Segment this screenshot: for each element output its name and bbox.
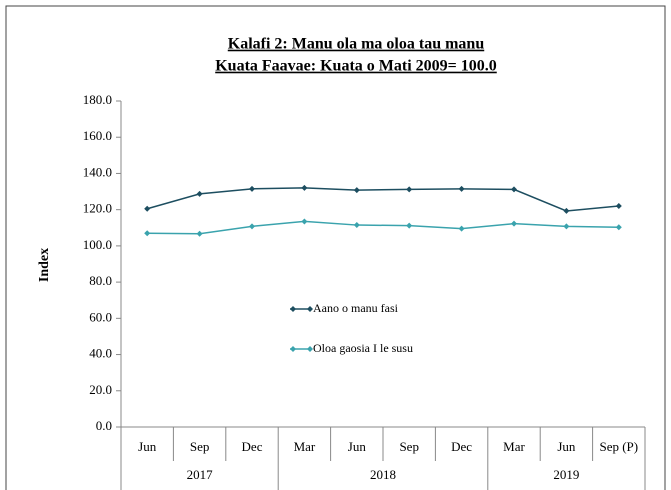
data-point bbox=[301, 218, 308, 225]
y-tick-label: 120.0 bbox=[83, 201, 112, 216]
chart-border bbox=[5, 5, 666, 490]
y-tick-label: 80.0 bbox=[89, 273, 112, 288]
data-point bbox=[249, 185, 255, 192]
y-axis-label: Index bbox=[37, 248, 52, 282]
data-point bbox=[353, 222, 360, 229]
x-tick-label: Sep bbox=[190, 439, 210, 454]
x-tick-label: Dec bbox=[451, 439, 472, 454]
y-tick-label: 160.0 bbox=[83, 128, 112, 143]
data-point bbox=[406, 222, 413, 229]
data-point bbox=[458, 185, 465, 192]
legend-marker bbox=[307, 346, 313, 352]
data-point bbox=[511, 220, 517, 227]
y-tick-label: 60.0 bbox=[89, 309, 112, 324]
y-tick-label: 0.0 bbox=[96, 418, 112, 433]
data-point bbox=[196, 230, 203, 237]
data-point bbox=[144, 205, 151, 212]
data-point bbox=[563, 207, 570, 214]
x-group-label: 2019 bbox=[553, 467, 579, 482]
legend-label: Aano o manu fasi bbox=[313, 301, 399, 315]
x-tick-label: Sep (P) bbox=[599, 439, 638, 454]
x-tick-label: Jun bbox=[348, 439, 367, 454]
x-tick-label: Mar bbox=[503, 439, 525, 454]
series-line bbox=[146, 187, 619, 212]
x-tick-label: Sep bbox=[399, 439, 419, 454]
legend-label: Oloa gaosia I le susu bbox=[313, 341, 413, 355]
data-point bbox=[196, 190, 203, 197]
data-point bbox=[144, 230, 151, 237]
x-group-label: 2017 bbox=[187, 467, 214, 482]
y-tick-label: 20.0 bbox=[89, 382, 112, 397]
data-point bbox=[406, 186, 413, 193]
legend-marker bbox=[290, 306, 296, 312]
data-point bbox=[458, 225, 465, 232]
x-group-label: 2018 bbox=[370, 467, 396, 482]
x-tick-label: Dec bbox=[242, 439, 263, 454]
legend-marker bbox=[290, 346, 296, 352]
y-tick-label: 100.0 bbox=[83, 237, 112, 252]
data-point bbox=[615, 203, 622, 210]
x-tick-label: Mar bbox=[294, 439, 316, 454]
data-point bbox=[301, 184, 308, 191]
data-point bbox=[249, 223, 255, 230]
series-line bbox=[147, 220, 619, 235]
data-point bbox=[563, 223, 570, 230]
y-tick-label: 40.0 bbox=[89, 346, 112, 361]
data-point bbox=[353, 187, 360, 194]
y-tick-label: 140.0 bbox=[83, 164, 112, 179]
x-tick-label: Jun bbox=[557, 439, 576, 454]
legend-marker bbox=[307, 306, 313, 312]
data-point bbox=[615, 224, 622, 231]
data-point bbox=[511, 186, 517, 193]
chart-title: Kalafi 2: Manu ola ma oloa tau manu bbox=[228, 36, 485, 53]
x-tick-label: Jun bbox=[138, 439, 157, 454]
y-tick-label: 180.0 bbox=[83, 92, 112, 107]
chart-subtitle: Kuata Faavae: Kuata o Mati 2009= 100.0 bbox=[215, 58, 497, 75]
